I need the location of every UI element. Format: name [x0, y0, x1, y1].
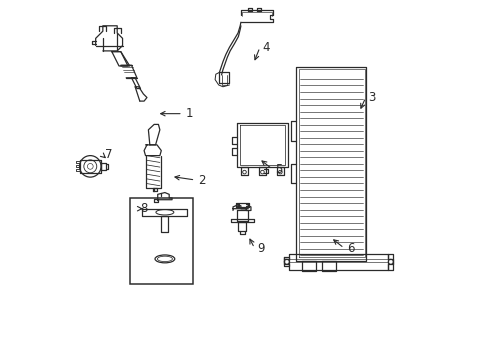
Text: 2: 2: [198, 174, 205, 186]
Bar: [129, 198, 192, 284]
Text: 5: 5: [274, 163, 282, 176]
Text: 3: 3: [367, 91, 375, 104]
Text: 4: 4: [262, 41, 269, 54]
Text: 9: 9: [257, 242, 264, 255]
Text: 6: 6: [346, 242, 353, 255]
Text: 8: 8: [140, 202, 147, 215]
Text: 7: 7: [104, 148, 112, 161]
Text: 1: 1: [185, 107, 192, 120]
